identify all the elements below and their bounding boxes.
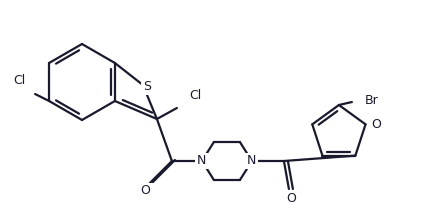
Text: Cl: Cl [13,74,25,87]
Text: N: N [247,154,256,167]
Text: O: O [285,192,295,205]
Text: O: O [140,185,150,198]
Text: O: O [371,118,380,131]
Text: S: S [143,80,150,93]
Text: N: N [197,154,206,167]
Text: Br: Br [364,93,378,107]
Text: Cl: Cl [188,89,201,102]
